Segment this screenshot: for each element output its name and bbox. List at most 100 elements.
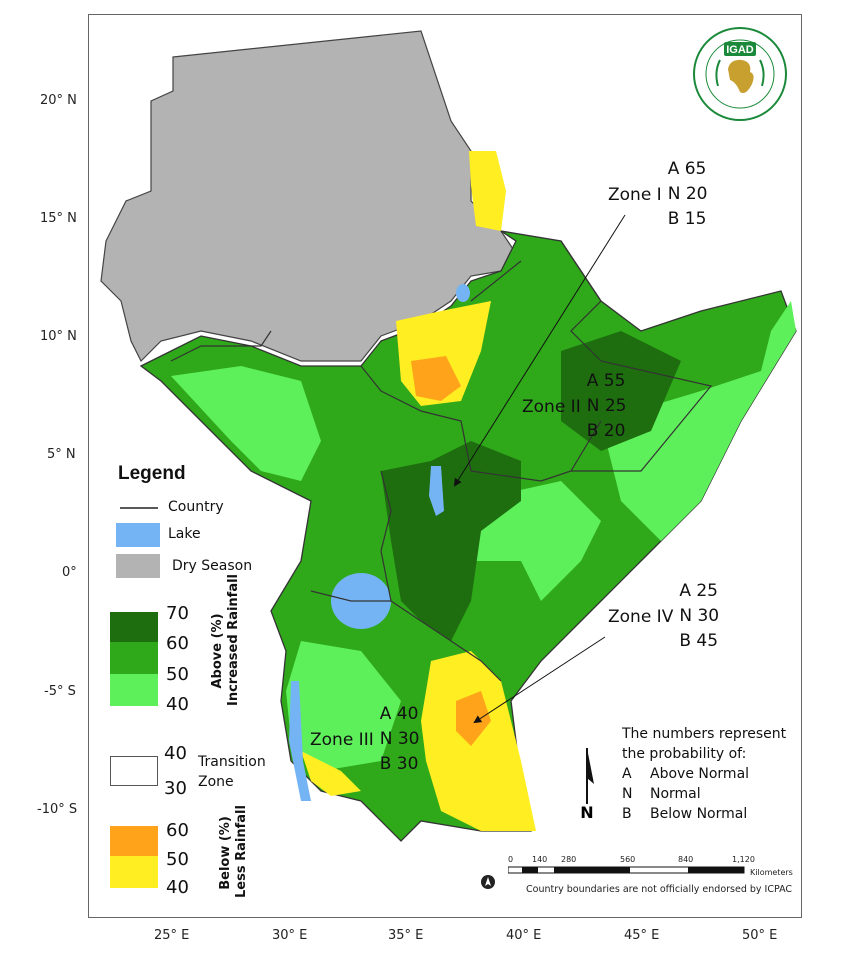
zone-a: A 40 bbox=[379, 704, 419, 724]
map-svg bbox=[100, 30, 797, 842]
zone-a: A 25 bbox=[679, 581, 718, 601]
disclaimer: Country boundaries are not officially en… bbox=[526, 884, 793, 895]
below-val: 40 bbox=[166, 877, 189, 898]
legend-country: Country bbox=[168, 499, 224, 515]
lat-tick: 15° N bbox=[40, 211, 77, 226]
lat-tick: 20° N bbox=[40, 93, 77, 108]
above-normal-60-region bbox=[561, 331, 681, 451]
zone-name: Zone II bbox=[522, 396, 581, 417]
lon-tick: 40° E bbox=[506, 928, 542, 943]
below-label-2: Less Rainfall bbox=[234, 805, 249, 898]
scale-tick: 140 bbox=[532, 855, 548, 864]
compass-icon bbox=[481, 875, 495, 889]
above-val: 50 bbox=[166, 664, 189, 685]
zone-b: B 15 bbox=[667, 209, 707, 229]
scale-tick: 1,120 bbox=[732, 855, 755, 864]
igad-logo: IGAD bbox=[690, 24, 790, 124]
scale-tick: 0 bbox=[508, 855, 514, 864]
above-50-swatch bbox=[110, 674, 158, 706]
note-line-1: The numbers represent bbox=[622, 726, 787, 742]
zone-name: Zone III bbox=[310, 729, 374, 750]
lon-tick: 35° E bbox=[388, 928, 424, 943]
scale-tick: 560 bbox=[620, 855, 636, 864]
below-normal-40-region bbox=[301, 751, 361, 796]
transition-label-1: Transition bbox=[198, 754, 266, 770]
north-arrow-icon: N bbox=[580, 748, 594, 822]
transition-swatch bbox=[110, 756, 158, 786]
scale-unit: Kilometers bbox=[750, 868, 793, 877]
scale-tick: 280 bbox=[561, 855, 577, 864]
zone-a: A 65 bbox=[667, 159, 707, 179]
country-line-swatch bbox=[120, 507, 158, 509]
transition-label-2: Zone bbox=[198, 774, 234, 790]
above-normal-40-region bbox=[171, 366, 321, 481]
lat-tick: -5° S bbox=[44, 684, 76, 699]
lon-tick: 25° E bbox=[154, 928, 190, 943]
note-row: A Above Normal bbox=[622, 766, 750, 782]
scale-tick: 840 bbox=[678, 855, 694, 864]
below-normal-50-region bbox=[411, 356, 461, 401]
zone-b: B 45 bbox=[679, 631, 719, 651]
zone-1-arrow bbox=[453, 214, 626, 487]
above-normal-40-region bbox=[601, 301, 796, 541]
lake-tana bbox=[456, 284, 470, 302]
lon-tick: 30° E bbox=[272, 928, 308, 943]
zone-b: B 30 bbox=[379, 754, 419, 774]
zone-3-label: Zone III A 40 N 30 B 30 bbox=[310, 702, 420, 777]
above-normal-40-region bbox=[286, 641, 401, 771]
above-label: Above (%) Increased Rainfall bbox=[210, 573, 242, 706]
zone-name: Zone I bbox=[608, 184, 662, 205]
map-frame bbox=[88, 14, 802, 918]
lake-tanganyika bbox=[289, 681, 311, 801]
note-row: B Below Normal bbox=[622, 806, 748, 822]
below-val: 50 bbox=[166, 849, 189, 870]
zone-a: A 55 bbox=[586, 371, 626, 391]
legend-title: Legend bbox=[118, 463, 186, 484]
lat-tick: -10° S bbox=[37, 802, 78, 817]
lat-tick: 10° N bbox=[40, 329, 77, 344]
note-line-2: the probability of: bbox=[622, 746, 747, 762]
lon-tick: 50° E bbox=[742, 928, 778, 943]
zone-n: N 30 bbox=[379, 729, 420, 749]
zone-4-arrow bbox=[473, 636, 606, 724]
legend-dry-season: Dry Season bbox=[172, 558, 253, 574]
north-label: N bbox=[580, 803, 593, 822]
above-70-swatch bbox=[110, 612, 158, 642]
zone-2-label: Zone II A 55 N 25 B 20 bbox=[522, 369, 626, 444]
transition-val: 30 bbox=[164, 778, 187, 799]
lake-turkana bbox=[429, 466, 444, 516]
below-label: Below (%) Less Rainfall bbox=[218, 805, 250, 898]
zone-n: N 30 bbox=[679, 606, 720, 626]
below-label-1: Below (%) bbox=[218, 816, 233, 890]
zone-n: N 20 bbox=[667, 184, 708, 204]
lon-tick: 45° E bbox=[624, 928, 660, 943]
above-60-swatch bbox=[110, 642, 158, 674]
lake-swatch bbox=[116, 523, 160, 547]
above-val: 70 bbox=[166, 603, 189, 624]
below-50-swatch bbox=[110, 856, 158, 888]
zone-b: B 20 bbox=[586, 421, 626, 441]
probability-note: The numbers represent the probability of… bbox=[622, 724, 786, 824]
zone-n: N 25 bbox=[586, 396, 627, 416]
zone-name: Zone IV bbox=[608, 606, 674, 627]
dry-season-swatch bbox=[116, 554, 160, 578]
below-normal-40-region bbox=[469, 151, 506, 231]
lat-tick: 0° bbox=[62, 565, 77, 580]
scale-bar bbox=[508, 866, 745, 874]
legend-lake: Lake bbox=[168, 526, 201, 542]
above-label-2: Increased Rainfall bbox=[226, 573, 241, 706]
above-val: 40 bbox=[166, 694, 189, 715]
above-label-1: Above (%) bbox=[210, 613, 225, 689]
below-normal-40-region bbox=[421, 651, 536, 831]
note-row: N Normal bbox=[622, 786, 701, 802]
country-borders bbox=[170, 240, 713, 682]
below-val: 60 bbox=[166, 820, 189, 841]
lat-tick: 5° N bbox=[47, 447, 76, 462]
logo-text: IGAD bbox=[726, 44, 754, 56]
below-60-swatch bbox=[110, 826, 158, 856]
transition-val: 40 bbox=[164, 743, 187, 764]
above-val: 60 bbox=[166, 633, 189, 654]
zone-4-label: Zone IV A 25 N 30 B 45 bbox=[608, 579, 719, 654]
